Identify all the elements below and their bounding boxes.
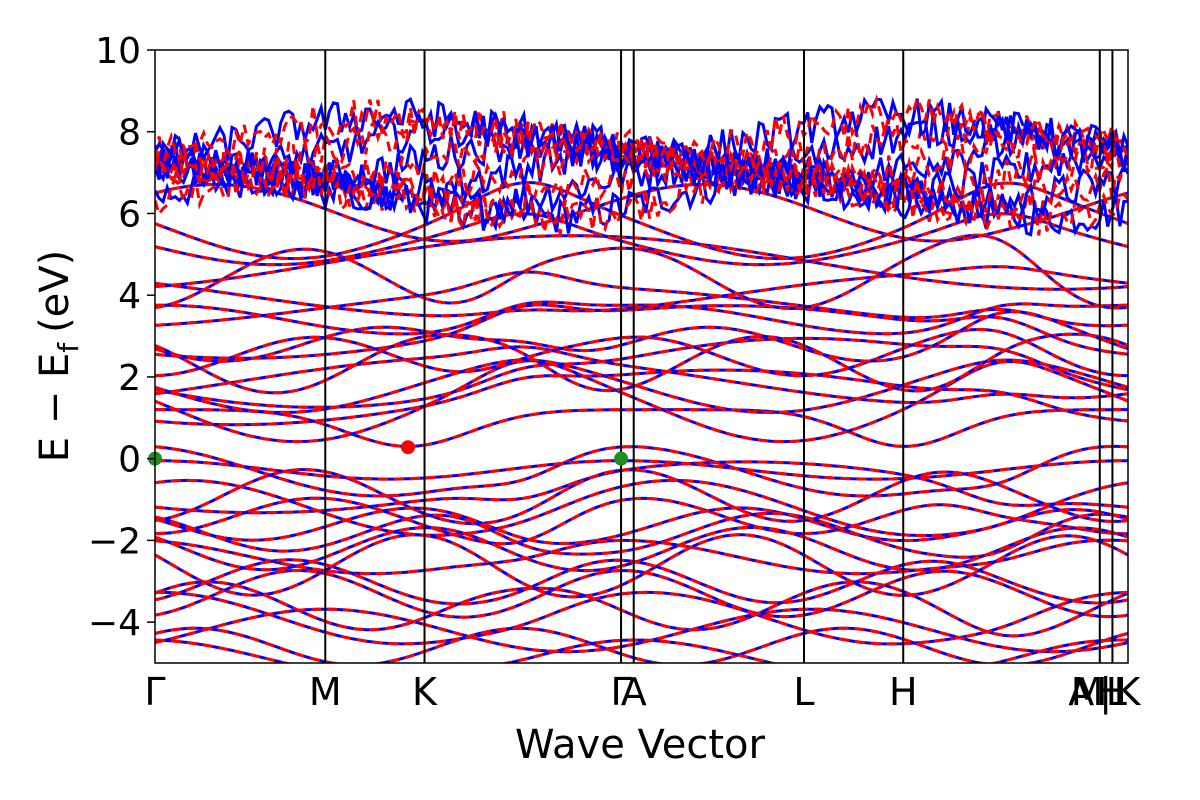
- band-line-dashed: [155, 590, 1128, 646]
- band-line-dashed: [155, 444, 1128, 498]
- plot-frame: [154, 49, 1129, 664]
- band-line-solid: [155, 96, 1128, 176]
- k-point-label: L: [793, 670, 814, 714]
- band-line-dashed: [155, 303, 1128, 360]
- band-line-dashed: [155, 558, 1128, 606]
- y-axis-label-sub: f: [52, 342, 85, 353]
- band-line-dashed: [155, 234, 1128, 291]
- band-line-dashed: [155, 569, 1128, 619]
- band-line-dashed: [155, 183, 1128, 243]
- high-symmetry-lines: [324, 50, 1114, 663]
- band-line-dashed: [155, 607, 1128, 654]
- k-point-label: K: [412, 670, 438, 714]
- y-tick-label: −2: [88, 521, 141, 562]
- band-line-dashed: [155, 332, 1128, 395]
- y-tick-label: 2: [118, 358, 141, 399]
- y-axis-label-unit: (eV): [32, 250, 78, 333]
- band-line-dashed: [155, 270, 1128, 328]
- band-line-dashed: [155, 478, 1128, 537]
- k-point-label: A: [1068, 670, 1094, 714]
- band-line-dashed: [155, 310, 1128, 363]
- k-point-label: M: [1071, 670, 1104, 714]
- bands-layer: [155, 93, 1128, 663]
- band-line-dashed: [155, 496, 1128, 546]
- band-line-dashed: [155, 525, 1128, 573]
- band-line-solid: [155, 303, 1128, 360]
- k-point-label: |: [1099, 670, 1112, 715]
- band-line-dashed: [155, 506, 1128, 545]
- y-tick-label: 4: [118, 276, 141, 317]
- band-line-dashed: [155, 118, 1128, 199]
- band-line-dashed: [155, 233, 1128, 311]
- y-tick-label: −4: [88, 603, 141, 644]
- band-line-dashed: [155, 336, 1128, 409]
- k-point-label: L: [1106, 670, 1127, 714]
- band-line-dashed: [155, 511, 1128, 559]
- k-point-label: H: [889, 670, 918, 714]
- y-tick-label: 8: [118, 113, 141, 154]
- k-point-label: H: [1096, 670, 1125, 714]
- band-line-solid: [155, 638, 1128, 663]
- band-line-dashed: [155, 368, 1128, 427]
- band-line-solid: [155, 478, 1128, 537]
- k-point-label: M: [309, 670, 342, 714]
- k-point-label: K: [1116, 670, 1142, 714]
- band-line-dashed: [155, 300, 1128, 336]
- band-line-dashed: [155, 626, 1128, 663]
- y-tick-label: 10: [95, 31, 141, 72]
- band-line-dashed: [155, 265, 1128, 318]
- band-line-solid: [155, 533, 1128, 599]
- x-axis-ticks: Γ M K ΓA L H AM|HLK: [144, 670, 1141, 715]
- band-line-dashed: [155, 580, 1128, 638]
- cbm-marker: [400, 440, 415, 455]
- band-line-dashed: [155, 459, 1128, 481]
- k-point-label: Γ: [610, 670, 631, 714]
- band-line-dashed: [155, 345, 1128, 404]
- x-axis-label: Wave Vector: [515, 722, 766, 768]
- band-line-dashed: [155, 468, 1128, 526]
- band-line-dashed: [155, 212, 1128, 267]
- band-line-dashed: [155, 328, 1128, 378]
- y-tick-label: 0: [118, 440, 141, 481]
- y-axis-ticks: −4 −2 0 2 4 6 8 10: [88, 31, 155, 644]
- vbm-marker: [614, 451, 629, 466]
- k-point-label: Γ: [144, 670, 165, 714]
- y-tick-label: 6: [118, 194, 141, 235]
- y-axis-label: E − Ef (eV): [32, 250, 85, 463]
- band-line-dashed: [155, 359, 1128, 444]
- k-point-label: A: [621, 670, 647, 714]
- y-axis-label-main: E − E: [32, 353, 78, 463]
- band-line-solid: [155, 468, 1128, 526]
- band-line-dashed: [155, 358, 1128, 414]
- band-extrema-markers: [148, 440, 629, 466]
- band-line-dashed: [155, 180, 1128, 261]
- band-line-dashed: [155, 93, 1128, 175]
